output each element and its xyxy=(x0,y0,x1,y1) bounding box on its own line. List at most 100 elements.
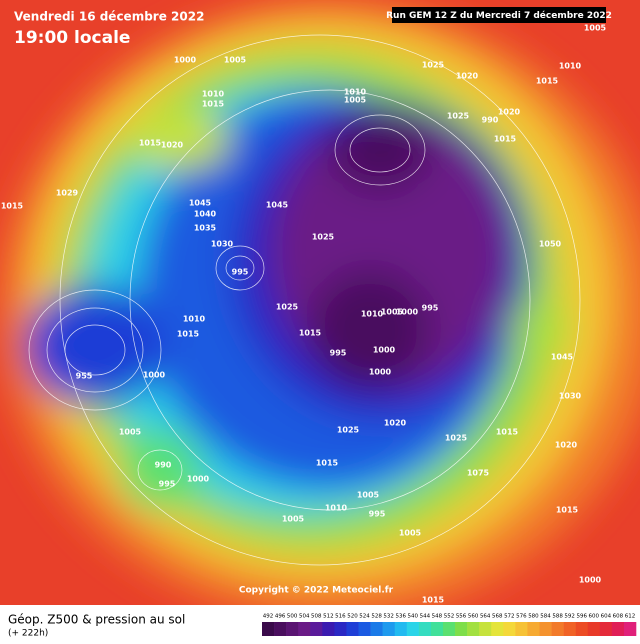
colorbar-label: 508 xyxy=(311,614,322,620)
colorbar-swatch xyxy=(274,622,287,636)
pressure-label: 1000 xyxy=(579,576,602,585)
pressure-label: 990 xyxy=(482,116,499,125)
pressure-label: 995 xyxy=(232,268,249,277)
pressure-label: 1045 xyxy=(189,199,212,208)
colorbar-swatch xyxy=(286,622,299,636)
colorbar-label: 492 xyxy=(263,614,274,620)
colorbar-swatch xyxy=(623,622,637,636)
colorbar-label: 512 xyxy=(323,614,334,620)
pressure-label: 995 xyxy=(369,510,386,519)
pressure-label: 995 xyxy=(159,480,176,489)
colorbar-label: 576 xyxy=(516,614,527,620)
pressure-label: 1045 xyxy=(551,353,574,362)
pressure-label: 1015 xyxy=(496,428,519,437)
pressure-label: 1000 xyxy=(373,346,396,355)
pressure-label: 1015 xyxy=(1,202,24,211)
pressure-label: 1010 xyxy=(344,88,367,97)
pressure-label: 1045 xyxy=(266,201,289,210)
colorbar-swatch xyxy=(298,622,311,636)
colorbar-swatch xyxy=(310,622,323,636)
pressure-label: 1025 xyxy=(445,434,468,443)
pressure-label: 1015 xyxy=(202,100,225,109)
pressure-label: 1025 xyxy=(447,112,470,121)
pressure-label: 1015 xyxy=(494,135,517,144)
pressure-label: 1020 xyxy=(384,419,407,428)
colorbar-label: 568 xyxy=(492,614,503,620)
pressure-label: 1015 xyxy=(299,329,322,338)
colorbar-label: 556 xyxy=(456,614,467,620)
pressure-label: 1005 xyxy=(584,24,607,33)
map-field xyxy=(0,0,640,605)
colorbar-label: 588 xyxy=(552,614,563,620)
copyright: Copyright © 2022 Meteociel.fr xyxy=(239,586,394,596)
colorbar-label: 528 xyxy=(371,614,382,620)
pressure-label: 1000 xyxy=(143,371,166,380)
colorbar-label: 612 xyxy=(625,614,636,620)
footer-title: Géop. Z500 & pression au sol xyxy=(8,613,185,627)
colorbar-label: 608 xyxy=(613,614,624,620)
colorbar-swatch xyxy=(442,622,456,636)
colorbar-label: 504 xyxy=(299,614,310,620)
pressure-label: 1000 xyxy=(174,56,197,65)
colorbar-swatch xyxy=(322,622,335,636)
pressure-label: 1035 xyxy=(194,224,217,233)
colorbar-swatch xyxy=(611,622,625,636)
pressure-label: 1015 xyxy=(316,459,339,468)
local-time: 19:00 locale xyxy=(14,28,130,48)
colorbar-swatch xyxy=(418,622,432,636)
pressure-label: 990 xyxy=(155,461,172,470)
pressure-label: 1000 xyxy=(396,308,419,317)
colorbar-label: 536 xyxy=(395,614,406,620)
colorbar-swatch xyxy=(382,622,396,636)
colorbar-label: 496 xyxy=(275,614,286,620)
pressure-label: 1030 xyxy=(559,392,582,401)
pressure-label: 1005 xyxy=(119,428,142,437)
colorbar-label: 580 xyxy=(528,614,539,620)
colorbar-label: 548 xyxy=(432,614,443,620)
colorbar-swatch xyxy=(358,622,371,636)
colorbar-swatch xyxy=(262,622,275,636)
pressure-label: 1025 xyxy=(337,426,360,435)
colorbar-label: 540 xyxy=(408,614,419,620)
colorbar-label: 560 xyxy=(468,614,479,620)
colorbar-swatch xyxy=(346,622,359,636)
lead-time: (+ 222h) xyxy=(8,629,48,639)
valid-time: Vendredi 16 décembre 2022 xyxy=(14,10,204,24)
colorbar-swatch xyxy=(430,622,444,636)
pressure-label: 1000 xyxy=(187,475,210,484)
colorbar-label: 564 xyxy=(480,614,491,620)
pressure-label: 1010 xyxy=(183,315,206,324)
pressure-label: 1015 xyxy=(536,77,559,86)
colorbar-swatch xyxy=(563,622,576,636)
pressure-label: 995 xyxy=(330,349,347,358)
colorbar-label: 500 xyxy=(287,614,298,620)
run-box xyxy=(392,7,606,23)
pressure-label: 1015 xyxy=(422,596,445,605)
pressure-label: 995 xyxy=(422,304,439,313)
pressure-label: 1010 xyxy=(559,62,582,71)
pressure-label: 1010 xyxy=(361,310,384,319)
pressure-label: 1030 xyxy=(211,240,234,249)
pressure-label: 1075 xyxy=(467,469,490,478)
pressure-label: 1029 xyxy=(56,189,79,198)
colorbar-label: 600 xyxy=(589,614,600,620)
colorbar-swatch xyxy=(527,622,540,636)
colorbar-label: 604 xyxy=(601,614,612,620)
pressure-label: 1005 xyxy=(224,56,247,65)
colorbar-swatch xyxy=(515,622,528,636)
pressure-label: 955 xyxy=(76,372,93,381)
pressure-label: 1025 xyxy=(312,233,335,242)
run-info: Run GEM 12 Z du Mercredi 7 décembre 2022 xyxy=(386,10,612,21)
pressure-label: 1025 xyxy=(276,303,299,312)
colorbar-label: 544 xyxy=(420,614,431,620)
colorbar-swatch xyxy=(599,622,613,636)
pressure-label: 1020 xyxy=(555,441,578,450)
colorbar-swatch xyxy=(491,622,504,636)
colorbar-swatch xyxy=(394,622,408,636)
pressure-label: 1015 xyxy=(139,139,162,148)
pressure-label: 1005 xyxy=(399,529,422,538)
colorbar-swatch xyxy=(479,622,492,636)
colorbar-swatch xyxy=(406,622,420,636)
pressure-label: 1005 xyxy=(357,491,380,500)
